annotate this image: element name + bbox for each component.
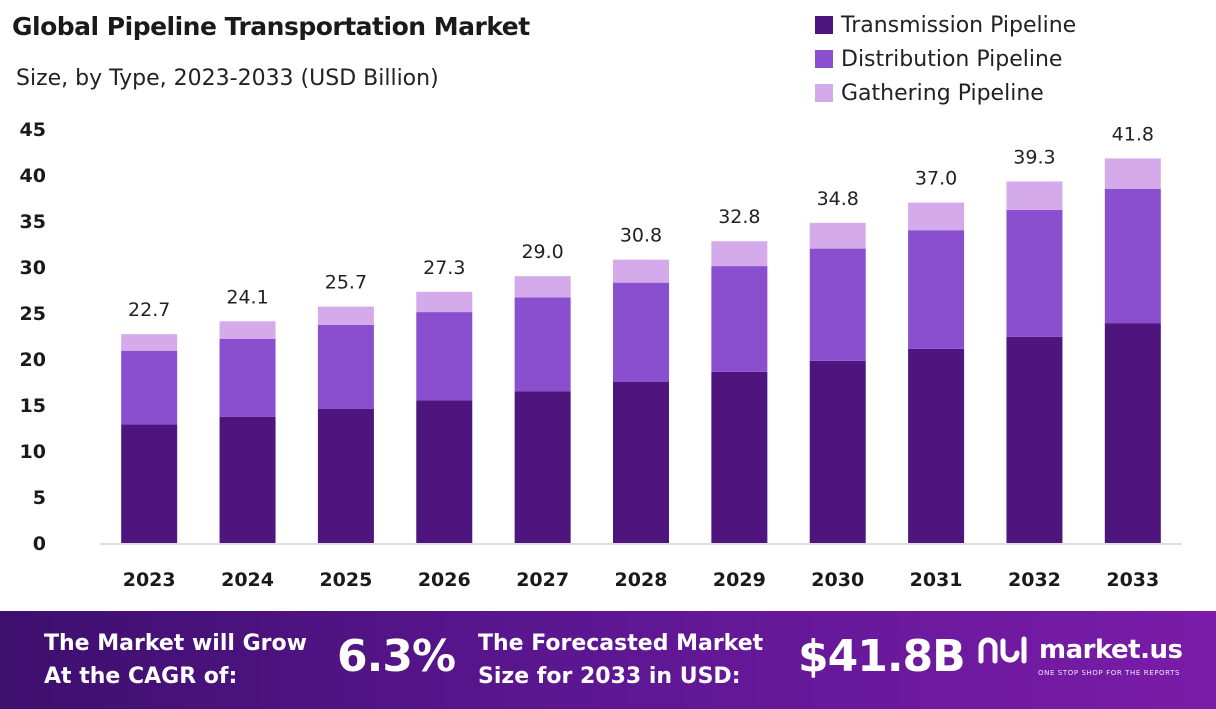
y-tick-label: 15	[20, 395, 46, 417]
bar-segment-gathering	[613, 259, 669, 283]
legend-swatch-transmission	[815, 16, 833, 34]
bar-segment-transmission	[1006, 336, 1063, 543]
bar-segment-gathering	[711, 241, 768, 267]
bar-segment-transmission	[1104, 323, 1161, 543]
chart-title: Global Pipeline Transportation Market	[12, 12, 530, 41]
bar-segment-transmission	[416, 400, 473, 543]
bar-total-label: 34.8	[817, 188, 859, 210]
bar-total-label: 29.0	[521, 241, 563, 263]
bar-segment-distribution	[219, 338, 276, 417]
bar-segment-transmission	[908, 348, 965, 543]
footer-banner: The Market will Grow At the CAGR of: 6.3…	[0, 611, 1216, 709]
bar-segment-distribution	[1104, 188, 1161, 324]
legend-label-gathering: Gathering Pipeline	[841, 80, 1044, 106]
x-tick-label: 2033	[1106, 569, 1159, 591]
bar-segment-distribution	[711, 266, 768, 372]
bar-total-label: 32.8	[718, 206, 760, 228]
bar-segment-transmission	[809, 360, 866, 543]
cagr-label: The Market will Grow At the CAGR of:	[44, 627, 307, 693]
x-tick-label: 2029	[713, 569, 766, 591]
x-tick-label: 2031	[910, 569, 963, 591]
x-tick-label: 2025	[319, 569, 372, 591]
legend-swatch-gathering	[815, 84, 833, 102]
bar-segment-gathering	[121, 334, 178, 351]
bar-segment-distribution	[121, 350, 178, 425]
bar-segment-gathering	[1006, 181, 1063, 210]
chart-plot: 05101520253035404522.7202324.1202425.720…	[20, 119, 1182, 591]
forecast-value: $41.8B	[798, 631, 966, 682]
legend-label-distribution: Distribution Pipeline	[841, 46, 1063, 72]
forecast-label-line1: The Forecasted Market	[478, 631, 764, 656]
legend-label-transmission: Transmission Pipeline	[841, 12, 1077, 38]
bar-segment-distribution	[908, 230, 965, 349]
forecast-label-line2: Size for 2033 in USD:	[478, 664, 741, 689]
legend: Transmission Pipeline Distribution Pipel…	[815, 8, 1076, 110]
brand-logo: market.us	[975, 633, 1183, 667]
cagr-value: 6.3%	[337, 631, 456, 682]
bar-segment-transmission	[317, 408, 374, 543]
cagr-label-line1: The Market will Grow	[44, 631, 307, 656]
x-tick-label: 2030	[811, 569, 864, 591]
bar-total-label: 24.1	[226, 286, 268, 308]
y-tick-label: 10	[20, 441, 46, 463]
legend-item-distribution: Distribution Pipeline	[815, 42, 1076, 76]
bar-segment-gathering	[514, 276, 571, 298]
bar-total-label: 41.8	[1112, 123, 1154, 145]
bar-segment-gathering	[219, 321, 276, 339]
bar-segment-distribution	[317, 324, 374, 409]
bar-segment-distribution	[514, 297, 571, 392]
market-us-logo-icon	[978, 636, 1027, 664]
y-tick-label: 45	[20, 119, 46, 141]
bar-segment-distribution	[416, 312, 473, 401]
legend-item-gathering: Gathering Pipeline	[815, 76, 1076, 110]
forecast-label: The Forecasted Market Size for 2033 in U…	[478, 627, 763, 693]
bar-segment-transmission	[514, 391, 571, 543]
cagr-label-line2: At the CAGR of:	[44, 664, 238, 689]
y-tick-label: 25	[20, 303, 46, 325]
y-tick-label: 35	[20, 211, 46, 233]
y-tick-label: 5	[33, 487, 46, 509]
y-tick-label: 30	[20, 257, 46, 279]
x-tick-label: 2032	[1008, 569, 1061, 591]
brand-tagline: ONE STOP SHOP FOR THE REPORTS	[1038, 669, 1181, 677]
bar-segment-transmission	[711, 371, 768, 543]
bar-segment-gathering	[908, 202, 965, 231]
x-tick-label: 2027	[516, 569, 569, 591]
bar-segment-gathering	[416, 291, 473, 313]
bar-total-label: 27.3	[423, 257, 465, 279]
bar-segment-gathering	[809, 222, 866, 249]
y-tick-label: 0	[33, 533, 46, 555]
bar-segment-distribution	[809, 248, 866, 361]
brand-name: market.us	[1039, 635, 1183, 665]
y-tick-label: 20	[20, 349, 46, 371]
x-tick-label: 2026	[418, 569, 471, 591]
bar-segment-transmission	[219, 416, 276, 543]
bar-segment-transmission	[613, 382, 669, 543]
bar-total-label: 25.7	[325, 272, 367, 294]
bar-total-label: 39.3	[1013, 146, 1055, 168]
bar-segment-distribution	[1006, 209, 1063, 337]
bar-segment-distribution	[613, 282, 669, 382]
bar-total-label: 37.0	[915, 168, 957, 190]
bar-total-label: 30.8	[620, 225, 662, 247]
bar-segment-transmission	[121, 424, 178, 543]
y-tick-label: 40	[20, 165, 46, 187]
bar-total-label: 22.7	[128, 299, 170, 321]
x-tick-label: 2024	[221, 569, 274, 591]
chart-subtitle: Size, by Type, 2023-2033 (USD Billion)	[16, 66, 439, 91]
bar-segment-gathering	[317, 306, 374, 325]
legend-swatch-distribution	[815, 50, 833, 68]
x-tick-label: 2023	[123, 569, 176, 591]
x-tick-label: 2028	[615, 569, 668, 591]
bar-segment-gathering	[1104, 158, 1161, 189]
legend-item-transmission: Transmission Pipeline	[815, 8, 1076, 42]
